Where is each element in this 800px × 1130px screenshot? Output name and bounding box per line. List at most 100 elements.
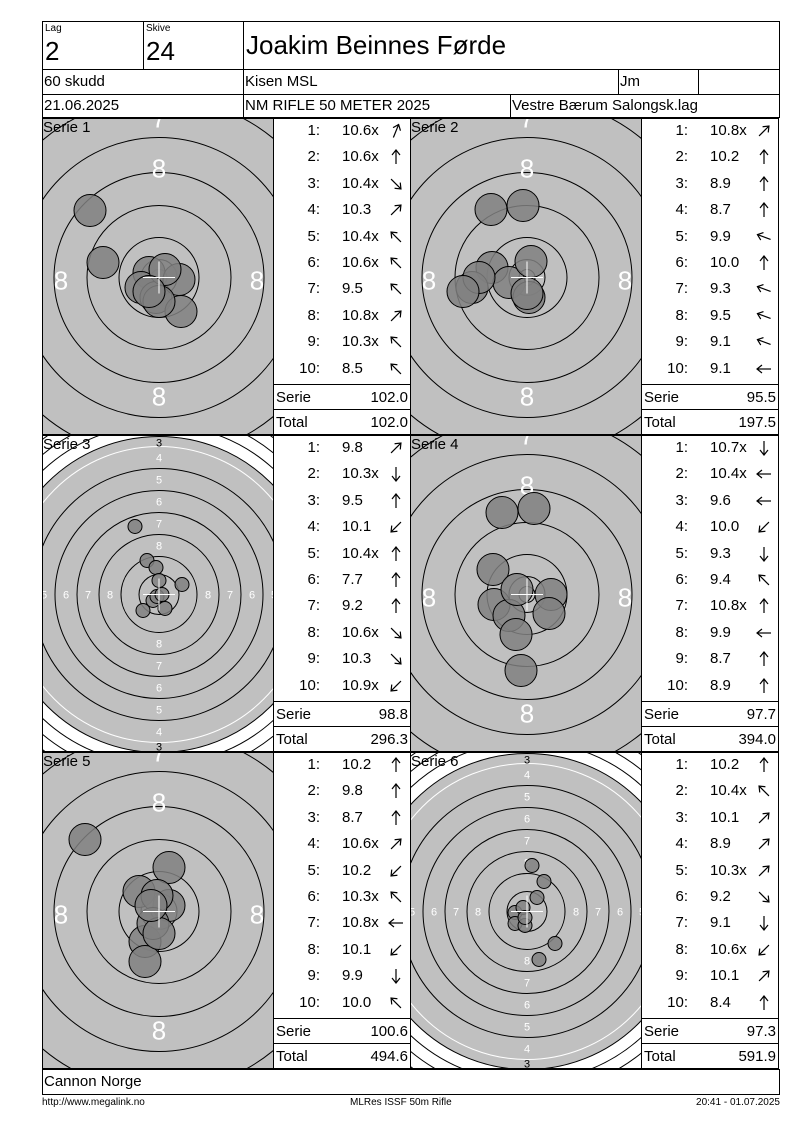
shot-score: 9.1 — [710, 333, 731, 351]
shot-number: 9: — [675, 967, 688, 985]
shot-score: 10.4x — [342, 227, 379, 245]
shot-score: 10.8x — [342, 306, 379, 324]
shot-row: 5: 9.3 — [642, 542, 778, 568]
shot-score: 9.9 — [710, 227, 731, 245]
shot-score: 10.3x — [342, 465, 379, 483]
shot-number: 7: — [307, 280, 320, 298]
svg-text:7: 7 — [524, 836, 530, 848]
total-label: Total — [276, 1048, 308, 1065]
shot-score: 9.6 — [710, 491, 731, 509]
footer-url[interactable]: http://www.megalink.no — [42, 1097, 145, 1108]
center-crosshair — [511, 895, 543, 928]
shot-score: 7.7 — [342, 571, 363, 588]
shot-row: 1: 9.8 — [274, 436, 410, 462]
shots-list-serie-3: 1: 9.8 2: 10.3x 3: 9.5 4: 10.1 5: 10.4x 6: 7.7 7: 9.2… — [273, 435, 411, 752]
shot-row: 5: 10.3x — [642, 859, 778, 885]
direction-arrow-icon — [754, 649, 774, 669]
shot-hole — [157, 601, 173, 616]
svg-text:3: 3 — [156, 742, 162, 753]
shot-row: 1: 10.2 — [274, 753, 410, 779]
total-label: Total — [644, 1048, 676, 1065]
shot-score: 10.4x — [710, 465, 747, 483]
shot-row: 5: 10.4x — [274, 225, 410, 251]
shot-hole — [547, 936, 563, 951]
svg-text:7: 7 — [227, 590, 233, 602]
target-serie-3: 3 3 4 4 5 5 6 6 7 7 8 8 5 5 6 6 7 7 8 8 Serie 3 — [42, 435, 274, 752]
svg-text:6: 6 — [524, 814, 530, 826]
shot-number: 10: — [299, 359, 320, 377]
shot-number: 4: — [675, 835, 688, 853]
direction-arrow-icon — [754, 517, 774, 537]
shot-number: 4: — [675, 201, 688, 219]
organizer: Cannon Norge — [42, 1069, 780, 1095]
direction-arrow-icon — [386, 676, 406, 696]
direction-arrow-icon — [386, 544, 406, 564]
shot-row: 3: 10.1 — [642, 806, 778, 832]
shot-number: 5: — [675, 227, 688, 245]
svg-text:7: 7 — [520, 436, 534, 451]
shot-number: 8: — [675, 940, 688, 958]
direction-arrow-icon — [386, 861, 406, 881]
shot-number: 1: — [675, 439, 688, 456]
svg-text:7: 7 — [156, 661, 162, 673]
svg-text:7: 7 — [85, 590, 91, 602]
target-image: 788788 — [43, 119, 273, 434]
total-label: Total — [276, 414, 308, 431]
shot-score: 10.3 — [342, 201, 372, 219]
shot-row: 8: 9.9 — [642, 621, 778, 647]
serie-sum-value: 98.8 — [378, 706, 408, 723]
direction-arrow-icon — [386, 834, 406, 854]
shot-score: 8.9 — [710, 835, 731, 853]
shot-score: 10.1 — [342, 940, 372, 958]
shot-score: 10.2 — [710, 756, 740, 773]
direction-arrow-icon — [386, 755, 406, 775]
total-value: 494.6 — [370, 1048, 408, 1065]
direction-arrow-icon — [754, 279, 774, 299]
shot-number: 6: — [675, 254, 688, 271]
svg-text:5: 5 — [271, 590, 274, 602]
svg-text:8: 8 — [520, 154, 534, 184]
shot-number: 1: — [307, 122, 320, 139]
shot-number: 9: — [307, 333, 320, 351]
shot-hole — [446, 275, 480, 308]
svg-text:8: 8 — [152, 382, 166, 412]
class-name: Kisen MSL — [243, 69, 619, 95]
svg-text:8: 8 — [618, 583, 632, 613]
shot-number: 1: — [307, 439, 320, 456]
shot-number: 8: — [675, 306, 688, 324]
shot-row: 5: 9.9 — [642, 225, 778, 251]
direction-arrow-icon — [386, 596, 406, 616]
svg-text:6: 6 — [156, 683, 162, 695]
header-skive: Skive 24 — [143, 21, 244, 70]
serie-title: Serie 4 — [411, 436, 459, 453]
direction-arrow-icon — [754, 861, 774, 881]
serie-sum-label: Serie — [644, 706, 680, 723]
shot-hole — [152, 851, 186, 884]
shot-number: 8: — [307, 940, 320, 958]
shot-row: 10: 10.9x — [274, 674, 410, 700]
target-serie-2: 7 8 8 7 8 8 Serie 2 — [410, 118, 642, 435]
shot-row: 9: 8.7 — [642, 647, 778, 673]
shot-score: 9.2 — [710, 888, 731, 905]
skive-label: Skive — [146, 23, 171, 34]
direction-arrow-icon — [754, 570, 774, 590]
shot-row: 1: 10.6x — [274, 119, 410, 145]
direction-arrow-icon — [754, 253, 774, 273]
shot-number: 9: — [675, 333, 688, 351]
direction-arrow-icon — [386, 649, 406, 669]
shot-number: 6: — [307, 888, 320, 905]
target-image: 788788 — [411, 436, 641, 751]
svg-text:4: 4 — [156, 727, 162, 739]
serie-sum-value: 102.0 — [370, 389, 408, 406]
serie-title: Serie 2 — [411, 119, 459, 136]
shot-score: 10.6x — [342, 254, 379, 271]
shot-number: 10: — [299, 993, 320, 1011]
serie-title: Serie 6 — [411, 753, 459, 770]
direction-arrow-icon — [754, 491, 774, 511]
shot-number: 6: — [307, 254, 320, 271]
shot-number: 7: — [675, 597, 688, 615]
shot-score: 9.2 — [342, 597, 363, 615]
shot-hole — [132, 275, 166, 308]
shot-number: 7: — [675, 280, 688, 298]
shot-score: 9.4 — [710, 571, 731, 588]
